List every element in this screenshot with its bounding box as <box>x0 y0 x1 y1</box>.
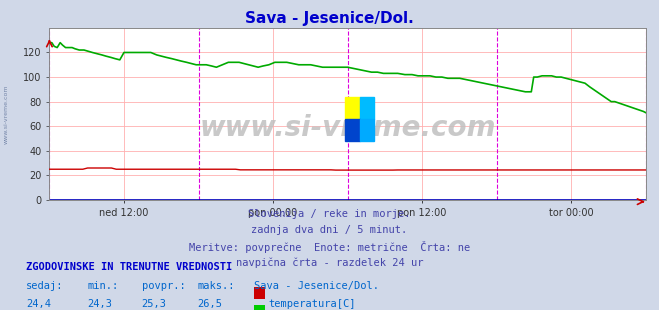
Text: sedaj:: sedaj: <box>26 281 64 290</box>
Text: 25,3: 25,3 <box>142 299 167 308</box>
Text: www.si-vreme.com: www.si-vreme.com <box>200 114 496 142</box>
Text: 24,4: 24,4 <box>26 299 51 308</box>
Bar <box>345 97 360 119</box>
Text: www.si-vreme.com: www.si-vreme.com <box>4 85 9 144</box>
Text: povpr.:: povpr.: <box>142 281 185 290</box>
Text: Meritve: povprečne  Enote: metrične  Črta: ne: Meritve: povprečne Enote: metrične Črta:… <box>189 241 470 254</box>
Text: zadnja dva dni / 5 minut.: zadnja dva dni / 5 minut. <box>251 225 408 235</box>
Text: Sava - Jesenice/Dol.: Sava - Jesenice/Dol. <box>254 281 379 290</box>
Text: maks.:: maks.: <box>198 281 235 290</box>
Text: min.:: min.: <box>88 281 119 290</box>
Text: Slovenija / reke in morje.: Slovenija / reke in morje. <box>248 209 411 219</box>
Bar <box>360 97 374 119</box>
Text: 24,3: 24,3 <box>88 299 113 308</box>
Text: 26,5: 26,5 <box>198 299 223 308</box>
Text: navpična črta - razdelek 24 ur: navpična črta - razdelek 24 ur <box>236 258 423 268</box>
Bar <box>360 119 374 141</box>
Text: temperatura[C]: temperatura[C] <box>269 299 357 308</box>
Bar <box>345 119 360 141</box>
Text: ZGODOVINSKE IN TRENUTNE VREDNOSTI: ZGODOVINSKE IN TRENUTNE VREDNOSTI <box>26 262 233 272</box>
Text: Sava - Jesenice/Dol.: Sava - Jesenice/Dol. <box>245 11 414 26</box>
